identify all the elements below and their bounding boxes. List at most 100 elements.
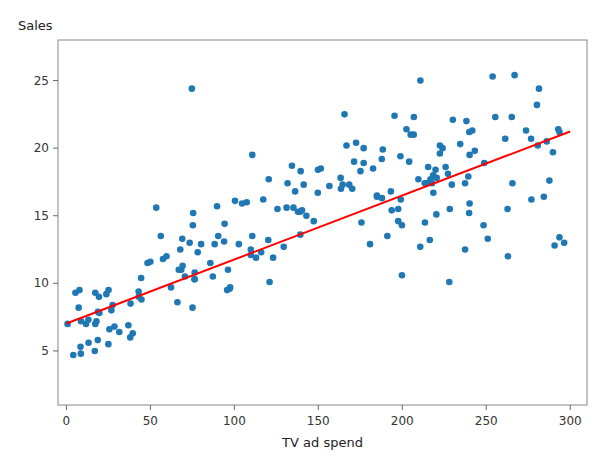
y-tick (53, 148, 58, 149)
scatter-point (417, 77, 424, 84)
scatter-point (415, 176, 422, 183)
y-tick-label: 10 (34, 276, 49, 290)
scatter-point (508, 114, 515, 121)
x-tick-label: 200 (391, 414, 414, 428)
scatter-point (391, 112, 398, 119)
y-tick-label: 20 (34, 141, 49, 155)
scatter-point (215, 233, 222, 240)
scatter-point (457, 141, 464, 148)
scatter-point (370, 165, 377, 172)
scatter-point (407, 131, 414, 138)
scatter-point (225, 267, 232, 274)
scatter-point (504, 206, 511, 213)
scatter-point (399, 272, 406, 279)
scatter-point (221, 221, 228, 228)
y-tick (53, 80, 58, 81)
marks (64, 72, 570, 358)
scatter-point (337, 175, 344, 182)
scatter-point (105, 287, 112, 294)
scatter-point (422, 219, 429, 226)
scatter-point (77, 344, 84, 351)
x-axis: 050100150200250300 (63, 405, 582, 428)
scatter-point (190, 210, 197, 217)
x-tick (234, 405, 235, 410)
scatter-point (406, 158, 413, 165)
x-tick (402, 405, 403, 410)
x-tick (318, 405, 319, 410)
scatter-point (198, 241, 205, 248)
scatter-point (511, 72, 518, 79)
scatter-point (299, 207, 306, 214)
scatter-point (502, 135, 509, 142)
scatter-point (374, 194, 381, 201)
scatter-point (357, 168, 364, 175)
scatter-point (541, 194, 548, 201)
y-tick-label: 5 (41, 344, 49, 358)
scatter-point (379, 146, 386, 153)
x-tick (150, 405, 151, 410)
y-axis: 510152025 (34, 74, 58, 358)
scatter-point (417, 244, 424, 251)
scatter-point (551, 242, 558, 249)
scatter-point (116, 329, 123, 336)
scatter-point (75, 304, 82, 311)
scatter-point (462, 246, 469, 253)
scatter-point (472, 148, 479, 155)
scatter-point (249, 233, 256, 240)
x-axis-label: TV ad spend (281, 435, 363, 450)
scatter-point (236, 241, 243, 248)
scatter-point (509, 180, 516, 187)
scatter-point (388, 207, 395, 214)
scatter-point (442, 164, 449, 171)
scatter-point (550, 149, 557, 156)
scatter-point (283, 204, 290, 211)
scatter-point (76, 287, 83, 294)
scatter-point (480, 222, 487, 229)
scatter-point (78, 350, 85, 357)
scatter-point (465, 173, 472, 180)
scatter-point (505, 253, 512, 260)
scatter-point (388, 188, 395, 195)
scatter-point (232, 198, 239, 205)
scatter-point (492, 114, 499, 121)
y-tick (53, 283, 58, 284)
scatter-points (64, 72, 567, 358)
scatter-point (221, 238, 228, 245)
scatter-point (326, 183, 333, 190)
y-tick-label: 25 (34, 74, 49, 88)
scatter-point (395, 206, 402, 213)
scatter-point (191, 276, 198, 283)
scatter-point (561, 239, 568, 246)
scatter-point (466, 152, 473, 159)
scatter-point (179, 235, 186, 242)
scatter-point (207, 260, 214, 267)
x-tick-label: 100 (223, 414, 246, 428)
scatter-point (85, 340, 92, 347)
scatter-point (432, 166, 439, 173)
scatter-point (239, 200, 246, 207)
scatter-point (489, 73, 496, 80)
scatter-point (341, 111, 348, 118)
plot-frame (58, 40, 587, 405)
scatter-point (343, 142, 350, 149)
scatter-point (449, 181, 456, 188)
scatter-point (191, 276, 198, 283)
scatter-point (292, 188, 299, 195)
scatter-point (129, 330, 136, 337)
scatter-point (300, 181, 307, 188)
scatter-point (265, 176, 272, 183)
scatter-point (403, 126, 410, 133)
scatter-point (469, 127, 476, 134)
scatter-point (163, 253, 170, 260)
scatter-point (310, 218, 317, 225)
scatter-point (211, 241, 218, 248)
scatter-point (127, 300, 134, 307)
scatter-point (425, 164, 432, 171)
scatter-point (427, 237, 434, 244)
scatter-point (315, 166, 322, 173)
fit-line (66, 131, 570, 323)
scatter-point (314, 189, 321, 196)
y-axis-label: Sales (18, 18, 53, 33)
scatter-point (274, 206, 281, 213)
chart: 050100150200250300510152025TV ad spendSa… (0, 0, 605, 461)
